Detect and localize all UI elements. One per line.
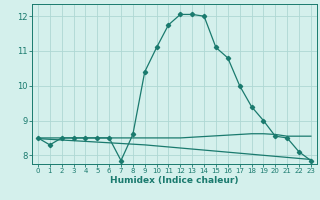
X-axis label: Humidex (Indice chaleur): Humidex (Indice chaleur) [110,176,239,185]
